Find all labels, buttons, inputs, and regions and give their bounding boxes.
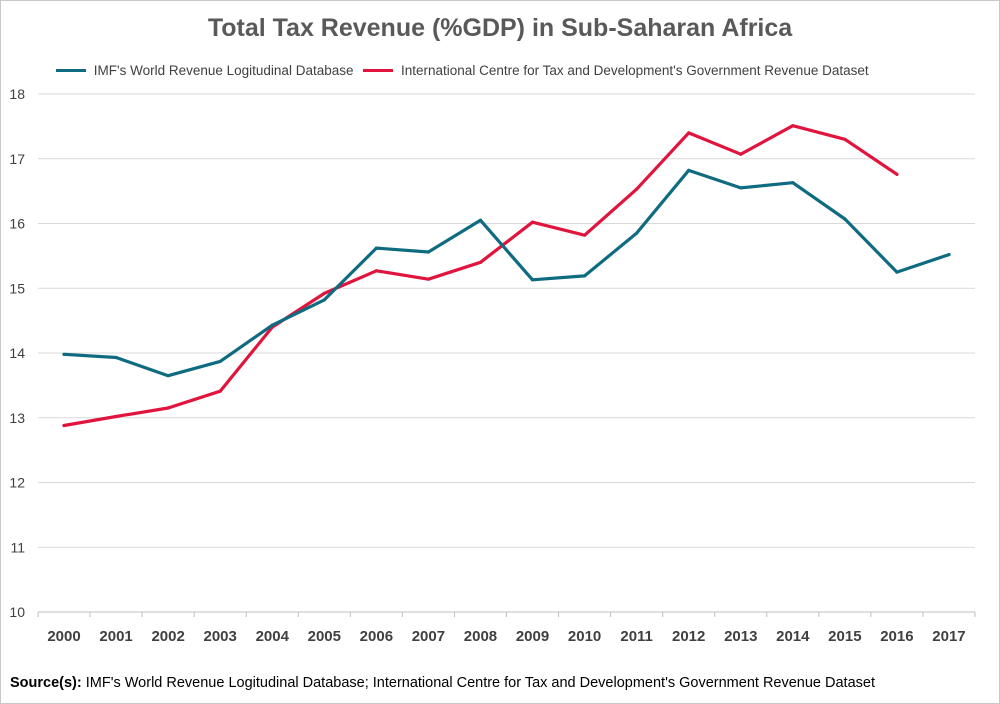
data-point-imf-2010 [582, 274, 587, 278]
data-point-ictd-2012 [687, 131, 691, 135]
data-point-ictd-2013 [739, 152, 743, 156]
series-line-ictd [62, 124, 899, 428]
source-label: Source(s): [10, 675, 82, 691]
x-tick-label-2011: 2011 [620, 628, 653, 645]
y-tick-label-12: 12 [9, 475, 25, 491]
data-point-imf-2001 [114, 355, 118, 360]
data-point-imf-2008 [478, 218, 483, 222]
x-tick-label-2007: 2007 [412, 628, 445, 645]
x-tick-label-2014: 2014 [776, 628, 810, 645]
data-point-ictd-2010 [582, 233, 587, 237]
data-point-imf-2014 [791, 181, 795, 185]
x-tick-label-2000: 2000 [47, 628, 80, 645]
x-tick-label-2008: 2008 [464, 628, 497, 645]
data-point-ictd-2014 [791, 124, 795, 128]
data-point-ictd-2011 [635, 187, 639, 191]
x-tick-label-2013: 2013 [724, 628, 757, 645]
x-tick-label-2009: 2009 [516, 628, 549, 645]
x-tick-label-2005: 2005 [308, 628, 341, 645]
y-tick-label-16: 16 [9, 216, 25, 232]
data-point-ictd-2006 [374, 269, 378, 273]
data-point-imf-2015 [843, 217, 847, 221]
y-tick-label-11: 11 [10, 539, 25, 555]
x-tick-label-2016: 2016 [880, 628, 913, 645]
x-tick-label-2003: 2003 [204, 628, 237, 645]
x-tick-label-2017: 2017 [932, 628, 965, 645]
data-point-ictd-2015 [843, 137, 847, 141]
series-line-imf [62, 168, 951, 378]
x-tick-label-2004: 2004 [256, 628, 290, 645]
data-point-ictd-2003 [218, 389, 222, 393]
x-tick-label-2015: 2015 [828, 628, 861, 645]
data-point-ictd-2002 [166, 406, 170, 410]
data-point-ictd-2001 [114, 414, 118, 419]
data-point-ictd-2008 [478, 260, 483, 264]
y-tick-label-13: 13 [9, 410, 25, 426]
x-tick-label-2006: 2006 [360, 628, 393, 645]
data-point-imf-2000 [62, 352, 66, 356]
data-point-ictd-2005 [322, 291, 326, 296]
chart-title: Total Tax Revenue (%GDP) in Sub-Saharan … [207, 14, 793, 42]
y-tick-label-10: 10 [9, 604, 25, 620]
legend-swatch-ictd [363, 69, 394, 73]
data-point-imf-2012 [687, 168, 691, 173]
y-tick-label-18: 18 [9, 86, 25, 102]
x-tick-label-2002: 2002 [151, 628, 184, 645]
data-point-imf-2016 [895, 270, 899, 274]
data-point-imf-2005 [322, 298, 326, 302]
legend-item-imf: IMF's World Revenue Logitudinal Database [56, 62, 353, 78]
data-point-ictd-2007 [426, 277, 431, 281]
legend: IMF's World Revenue Logitudinal Database… [56, 62, 875, 82]
legend-label-imf: IMF's World Revenue Logitudinal Database [93, 63, 354, 79]
x-tick-label-2010: 2010 [568, 628, 601, 645]
x-tick-label-2012: 2012 [672, 628, 705, 645]
data-point-ictd-2009 [530, 220, 535, 224]
legend-label-ictd: International Centre for Tax and Develop… [401, 63, 869, 79]
data-point-imf-2004 [270, 323, 274, 327]
data-point-imf-2003 [218, 359, 222, 364]
x-tick-label-2001: 2001 [99, 628, 132, 645]
y-tick-label-15: 15 [9, 280, 25, 296]
data-point-imf-2013 [739, 186, 743, 190]
data-point-imf-2002 [166, 374, 170, 378]
legend-item-ictd: International Centre for Tax and Develop… [363, 62, 869, 79]
y-tick-label-14: 14 [9, 345, 25, 361]
source-text: IMF's World Revenue Logitudinal Database… [81, 675, 875, 691]
data-point-imf-2017 [947, 252, 951, 257]
data-point-imf-2006 [374, 246, 378, 250]
data-point-imf-2007 [426, 250, 431, 254]
source-note: Source(s): IMF's World Revenue Logitudin… [10, 675, 875, 691]
data-point-imf-2011 [635, 231, 639, 235]
legend-swatch-imf [56, 69, 86, 73]
data-point-imf-2009 [530, 278, 535, 282]
data-point-ictd-2016 [895, 172, 899, 176]
data-point-ictd-2000 [62, 423, 66, 428]
y-tick-label-17: 17 [9, 151, 25, 167]
